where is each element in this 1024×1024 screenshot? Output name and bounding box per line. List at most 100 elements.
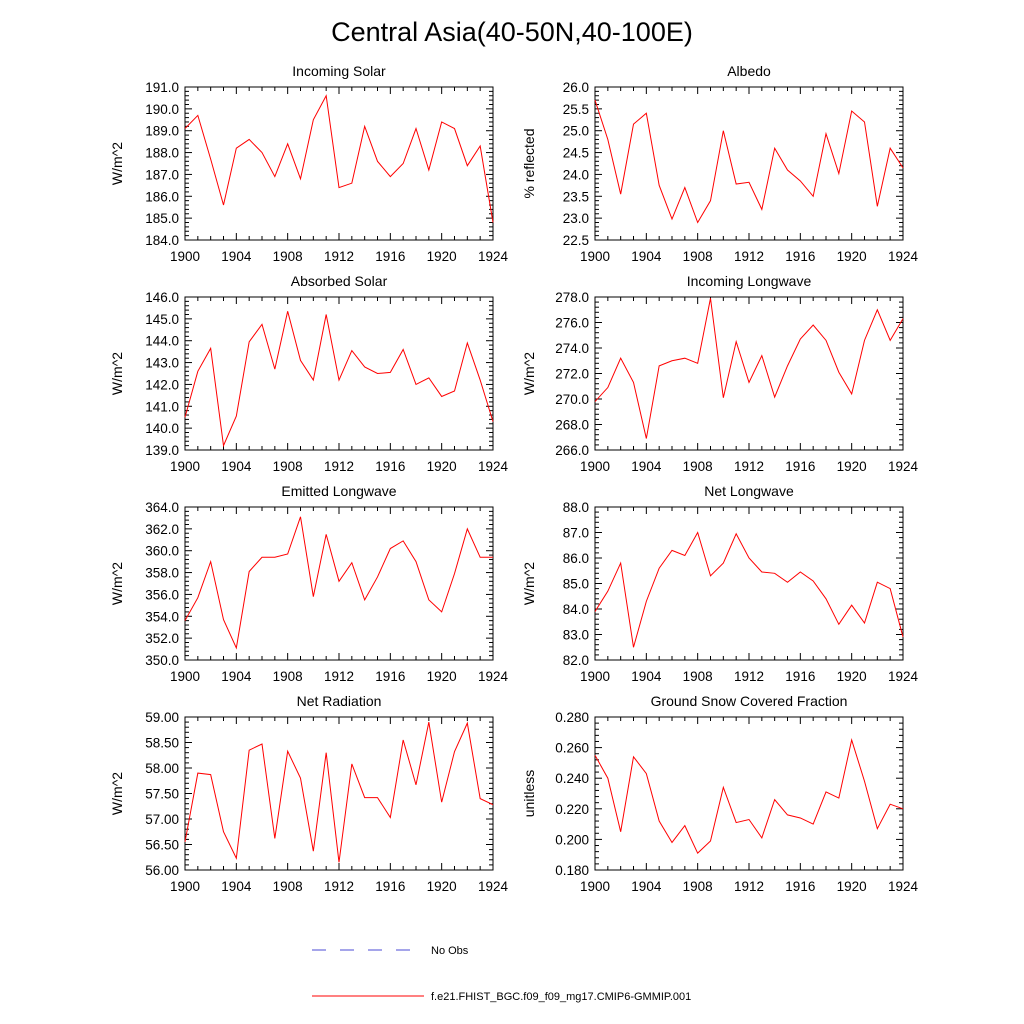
y-tick-label: 88.0 bbox=[563, 500, 589, 515]
panel-7: 1900 1904 1908 1912 1916 1920 1924 56.00 56.50 57… bbox=[109, 693, 509, 894]
y-tick-label: 354.0 bbox=[145, 609, 179, 624]
x-tick-label: 1908 bbox=[683, 879, 713, 894]
y-tick-label: 358.0 bbox=[145, 566, 179, 581]
legend-label: No Obs bbox=[431, 945, 469, 957]
x-tick-label: 1912 bbox=[324, 879, 354, 894]
x-tick-label: 1924 bbox=[478, 669, 509, 684]
legend-label: f.e21.FHIST_BGC.f09_f09_mg17.CMIP6-GMMIP… bbox=[431, 991, 691, 1003]
y-tick-label: 26.0 bbox=[563, 80, 589, 95]
x-tick-label: 1912 bbox=[734, 249, 764, 264]
y-tick-label: 140.0 bbox=[145, 421, 179, 436]
y-tick-label: 57.50 bbox=[145, 787, 179, 802]
y-tick-label: 143.0 bbox=[145, 356, 179, 371]
y-tick-label: 25.0 bbox=[563, 124, 589, 139]
x-tick-label: 1904 bbox=[221, 459, 252, 474]
panel-title: Incoming Solar bbox=[292, 63, 386, 79]
x-tick-label: 1912 bbox=[324, 669, 354, 684]
panel-6: 1900 1904 1908 1912 1916 1920 1924 82.0 83.0 84.0… bbox=[521, 483, 919, 684]
y-tick-label: 187.0 bbox=[145, 167, 179, 182]
y-tick-label: 270.0 bbox=[555, 392, 589, 407]
x-tick-label: 1900 bbox=[580, 459, 610, 474]
y-tick-label: 276.0 bbox=[555, 316, 589, 331]
y-tick-label: 272.0 bbox=[555, 367, 589, 382]
plot-frame bbox=[184, 716, 494, 871]
x-tick-label: 1908 bbox=[273, 249, 303, 264]
x-tick-label: 1920 bbox=[427, 669, 457, 684]
x-tick-label: 1904 bbox=[221, 879, 252, 894]
y-tick-label: 58.00 bbox=[145, 761, 179, 776]
panel-1: 1900 1904 1908 1912 1916 1920 1924 184.0 185.0 18… bbox=[109, 63, 509, 264]
y-tick-label: 0.280 bbox=[555, 710, 589, 725]
x-tick-label: 1908 bbox=[273, 669, 303, 684]
x-tick-label: 1916 bbox=[375, 879, 405, 894]
x-tick-label: 1908 bbox=[683, 459, 713, 474]
x-tick-label: 1904 bbox=[221, 669, 252, 684]
y-tick-label: 356.0 bbox=[145, 587, 179, 602]
y-tick-label: 82.0 bbox=[563, 653, 589, 668]
y-tick-label: 25.5 bbox=[563, 102, 589, 117]
y-tick-label: 23.0 bbox=[563, 211, 589, 226]
x-tick-label: 1900 bbox=[580, 879, 610, 894]
x-tick-label: 1900 bbox=[580, 249, 610, 264]
series-line bbox=[594, 298, 904, 439]
y-tick-label: 56.00 bbox=[145, 863, 179, 878]
panel-title: Albedo bbox=[727, 63, 771, 79]
y-tick-label: 56.50 bbox=[145, 838, 179, 853]
x-tick-label: 1900 bbox=[580, 669, 610, 684]
y-tick-label: 0.240 bbox=[555, 771, 589, 786]
y-axis-label: % reflected bbox=[521, 128, 537, 198]
y-tick-label: 58.50 bbox=[145, 736, 179, 751]
x-tick-label: 1920 bbox=[427, 879, 457, 894]
y-tick-label: 364.0 bbox=[145, 500, 179, 515]
series-line bbox=[594, 531, 904, 648]
x-tick-label: 1904 bbox=[221, 249, 252, 264]
x-tick-label: 1920 bbox=[837, 669, 867, 684]
y-tick-label: 23.5 bbox=[563, 189, 589, 204]
y-tick-label: 86.0 bbox=[563, 551, 589, 566]
x-tick-label: 1924 bbox=[888, 669, 919, 684]
x-tick-label: 1924 bbox=[478, 249, 509, 264]
x-tick-label: 1900 bbox=[170, 249, 200, 264]
y-tick-label: 87.0 bbox=[563, 526, 589, 541]
y-tick-label: 22.5 bbox=[563, 233, 589, 248]
series-line bbox=[594, 738, 904, 855]
y-tick-label: 139.0 bbox=[145, 443, 179, 458]
x-tick-label: 1920 bbox=[837, 459, 867, 474]
plot-frame bbox=[594, 716, 904, 871]
y-tick-label: 146.0 bbox=[145, 290, 179, 305]
x-tick-label: 1908 bbox=[683, 249, 713, 264]
y-axis-label: W/m^2 bbox=[109, 772, 125, 815]
panel-4: 1900 1904 1908 1912 1916 1920 1924 266.0 268.0 27… bbox=[521, 273, 919, 474]
x-tick-label: 1924 bbox=[888, 879, 919, 894]
y-axis-label: W/m^2 bbox=[521, 562, 537, 605]
plot-frame bbox=[184, 86, 494, 241]
y-axis-label: W/m^2 bbox=[109, 352, 125, 395]
x-tick-label: 1900 bbox=[170, 669, 200, 684]
x-tick-label: 1916 bbox=[375, 249, 405, 264]
x-tick-label: 1904 bbox=[631, 459, 662, 474]
y-tick-label: 83.0 bbox=[563, 628, 589, 643]
series-line bbox=[184, 311, 494, 448]
panels-group: 1900 1904 1908 1912 1916 1920 1924 184.0 185.0 18… bbox=[109, 63, 919, 894]
y-tick-label: 85.0 bbox=[563, 577, 589, 592]
y-tick-label: 350.0 bbox=[145, 653, 179, 668]
x-tick-label: 1916 bbox=[785, 879, 815, 894]
y-tick-label: 274.0 bbox=[555, 341, 589, 356]
x-tick-label: 1920 bbox=[427, 459, 457, 474]
legend: No Obs f.e21.FHIST_BGC.f09_f09_mg17.CMIP6… bbox=[312, 945, 691, 1003]
figure-title: Central Asia(40-50N,40-100E) bbox=[331, 17, 693, 47]
x-tick-label: 1904 bbox=[631, 669, 662, 684]
x-tick-label: 1912 bbox=[734, 879, 764, 894]
panel-8: 1900 1904 1908 1912 1916 1920 1924 0.180 0.200 0.… bbox=[521, 693, 919, 894]
y-tick-label: 185.0 bbox=[145, 211, 179, 226]
y-tick-label: 268.0 bbox=[555, 418, 589, 433]
y-axis-label: W/m^2 bbox=[109, 562, 125, 605]
x-tick-label: 1920 bbox=[427, 249, 457, 264]
y-axis-label: W/m^2 bbox=[109, 142, 125, 185]
y-tick-label: 0.220 bbox=[555, 802, 589, 817]
plot-frame bbox=[594, 296, 904, 451]
x-tick-label: 1908 bbox=[683, 669, 713, 684]
x-tick-label: 1924 bbox=[478, 879, 509, 894]
x-tick-label: 1924 bbox=[888, 249, 919, 264]
x-tick-label: 1916 bbox=[375, 669, 405, 684]
